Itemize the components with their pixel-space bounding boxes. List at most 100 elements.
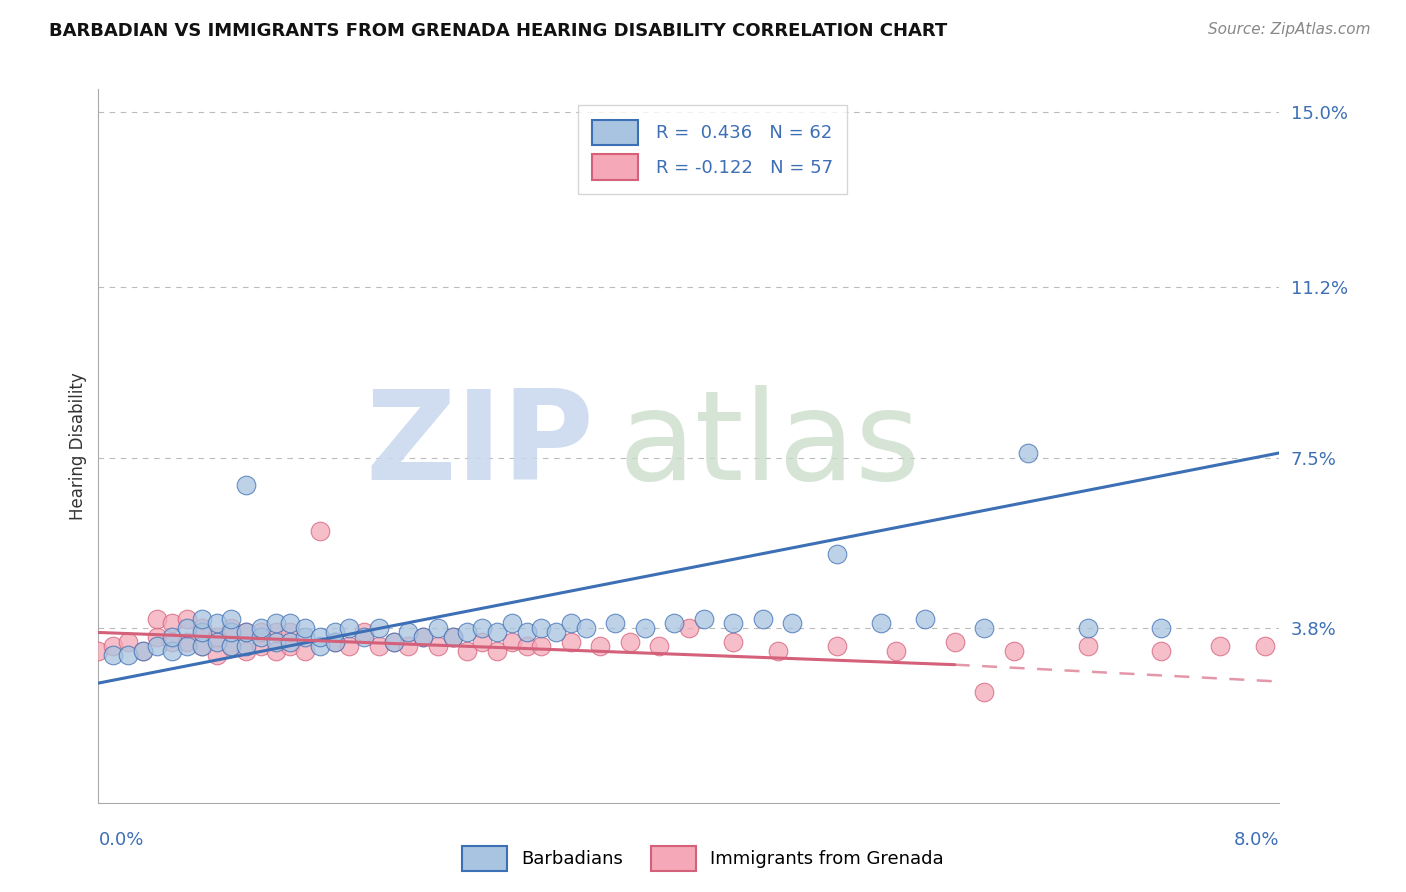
Point	[914, 612, 936, 626]
Point	[516, 625, 538, 640]
Point	[162, 644, 183, 658]
Text: 8.0%: 8.0%	[1234, 831, 1279, 849]
Point	[353, 630, 375, 644]
Point	[264, 616, 287, 631]
Point	[280, 616, 302, 631]
Point	[368, 621, 391, 635]
Point	[382, 634, 405, 648]
Point	[117, 648, 139, 663]
Point	[605, 616, 627, 631]
Point	[634, 621, 657, 635]
Point	[87, 644, 110, 658]
Point	[530, 640, 553, 654]
Point	[221, 640, 243, 654]
Point	[250, 630, 273, 644]
Point	[501, 634, 523, 648]
Point	[884, 644, 907, 658]
Point	[176, 612, 198, 626]
Point	[176, 634, 198, 648]
Point	[619, 634, 641, 648]
Point	[530, 621, 553, 635]
Point	[339, 621, 361, 635]
Legend: R =  0.436   N = 62, R = -0.122   N = 57: R = 0.436 N = 62, R = -0.122 N = 57	[578, 105, 848, 194]
Text: Source: ZipAtlas.com: Source: ZipAtlas.com	[1208, 22, 1371, 37]
Point	[825, 547, 848, 561]
Point	[264, 625, 287, 640]
Point	[546, 625, 568, 640]
Point	[752, 612, 775, 626]
Point	[1150, 644, 1173, 658]
Point	[132, 644, 155, 658]
Point	[294, 644, 316, 658]
Point	[205, 630, 228, 644]
Point	[723, 616, 745, 631]
Point	[501, 616, 523, 631]
Point	[1077, 621, 1099, 635]
Point	[191, 625, 214, 640]
Point	[1002, 644, 1025, 658]
Point	[280, 625, 302, 640]
Point	[560, 634, 582, 648]
Point	[235, 640, 257, 654]
Point	[309, 524, 332, 538]
Point	[782, 616, 804, 631]
Point	[457, 625, 479, 640]
Point	[103, 648, 125, 663]
Point	[943, 634, 966, 648]
Point	[678, 621, 700, 635]
Point	[323, 625, 346, 640]
Point	[235, 625, 257, 640]
Point	[221, 612, 243, 626]
Point	[427, 621, 450, 635]
Y-axis label: Hearing Disability: Hearing Disability	[69, 372, 87, 520]
Point	[412, 630, 434, 644]
Point	[693, 612, 716, 626]
Point	[250, 640, 273, 654]
Point	[280, 634, 302, 648]
Point	[205, 648, 228, 663]
Point	[870, 616, 893, 631]
Point	[457, 644, 479, 658]
Point	[221, 640, 243, 654]
Legend: Barbadians, Immigrants from Grenada: Barbadians, Immigrants from Grenada	[456, 838, 950, 879]
Point	[368, 640, 391, 654]
Point	[191, 640, 214, 654]
Text: 0.0%: 0.0%	[98, 831, 143, 849]
Point	[235, 644, 257, 658]
Point	[309, 630, 332, 644]
Point	[412, 630, 434, 644]
Point	[132, 644, 155, 658]
Point	[973, 621, 995, 635]
Point	[339, 640, 361, 654]
Point	[1150, 621, 1173, 635]
Point	[235, 625, 257, 640]
Point	[427, 640, 450, 654]
Point	[471, 621, 494, 635]
Point	[250, 621, 273, 635]
Point	[205, 634, 228, 648]
Point	[441, 630, 464, 644]
Text: ZIP: ZIP	[366, 385, 595, 507]
Point	[250, 625, 273, 640]
Point	[766, 644, 789, 658]
Point	[176, 640, 198, 654]
Point	[221, 625, 243, 640]
Point	[176, 621, 198, 635]
Point	[191, 612, 214, 626]
Point	[471, 634, 494, 648]
Point	[280, 640, 302, 654]
Point	[441, 630, 464, 644]
Point	[648, 640, 671, 654]
Text: BARBADIAN VS IMMIGRANTS FROM GRENADA HEARING DISABILITY CORRELATION CHART: BARBADIAN VS IMMIGRANTS FROM GRENADA HEA…	[49, 22, 948, 40]
Point	[146, 612, 169, 626]
Point	[825, 640, 848, 654]
Point	[398, 625, 420, 640]
Point	[221, 621, 243, 635]
Point	[486, 644, 509, 658]
Point	[264, 644, 287, 658]
Point	[103, 640, 125, 654]
Point	[162, 634, 183, 648]
Point	[382, 634, 405, 648]
Point	[323, 634, 346, 648]
Point	[294, 621, 316, 635]
